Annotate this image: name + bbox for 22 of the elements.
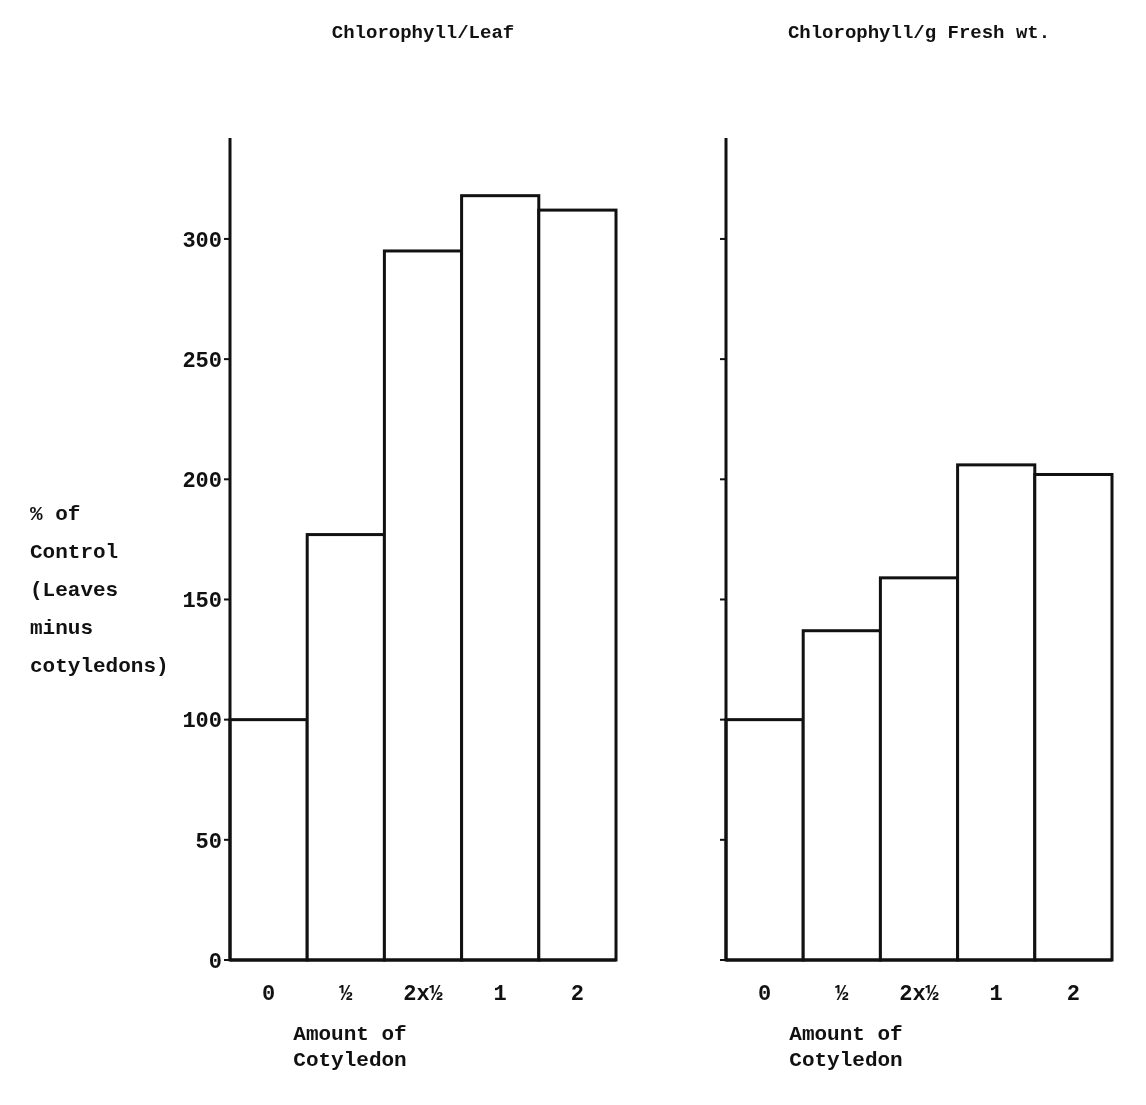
y-tick-label: 50 bbox=[195, 829, 222, 855]
y-axis-title: % of Control (Leaves minus cotyledons) bbox=[30, 503, 169, 678]
x-axis-title: Amount of Cotyledon bbox=[293, 1023, 407, 1072]
x-tick-label: 0 bbox=[758, 982, 772, 1007]
chart-title: Chlorophyll/Leaf bbox=[331, 22, 515, 44]
x-tick-label: 0 bbox=[262, 982, 276, 1007]
x-tick-label: 2 bbox=[1066, 982, 1080, 1007]
x-tick-label: 1 bbox=[989, 982, 1003, 1007]
y-tick-label: 300 bbox=[182, 228, 222, 254]
x-tick-label: 2 bbox=[570, 982, 584, 1007]
y-tick-label: 0 bbox=[208, 949, 222, 975]
x-tick-label: 2x½ bbox=[403, 982, 443, 1007]
chart-title: Chlorophyll/g Fresh wt. bbox=[787, 22, 1051, 44]
x-tick-label: ½ bbox=[339, 982, 353, 1007]
y-tick-label: 150 bbox=[182, 589, 222, 615]
y-tick-label: 250 bbox=[182, 348, 222, 374]
x-tick-label: 1 bbox=[493, 982, 507, 1007]
x-tick-label: 2x½ bbox=[899, 982, 939, 1007]
y-tick-label: 100 bbox=[182, 709, 222, 735]
x-axis-title: Amount of Cotyledon bbox=[789, 1023, 903, 1072]
y-tick-label: 200 bbox=[182, 469, 222, 494]
x-tick-label: ½ bbox=[835, 982, 849, 1007]
